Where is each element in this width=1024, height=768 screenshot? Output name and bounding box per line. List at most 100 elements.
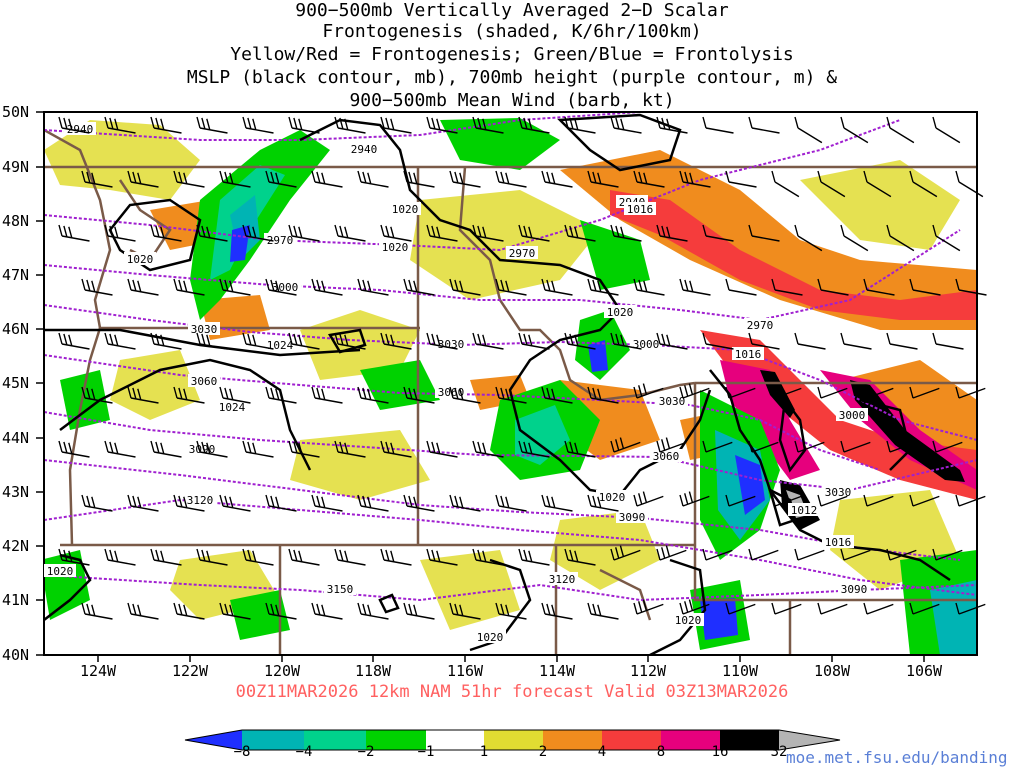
svg-text:1020: 1020 bbox=[47, 565, 74, 578]
lon-label-106w: 106W bbox=[905, 662, 943, 680]
wind-barb bbox=[840, 224, 869, 252]
svg-text:3090: 3090 bbox=[619, 511, 646, 524]
wind-barb bbox=[587, 602, 619, 620]
lon-label-110w: 110W bbox=[721, 662, 759, 680]
mslp-contour-label: 1020 bbox=[596, 490, 628, 504]
colorbar-label-4: 1 bbox=[479, 744, 489, 760]
svg-text:3120: 3120 bbox=[187, 494, 214, 507]
wind-barb bbox=[633, 491, 664, 507]
wind-barb bbox=[196, 224, 228, 242]
wind-barb bbox=[403, 386, 435, 404]
title-line-5: 900−500mb Mean Wind (barb, kt) bbox=[349, 90, 675, 111]
wind-barb bbox=[817, 278, 849, 296]
wind-barb bbox=[886, 440, 917, 453]
title-line-3: Yellow/Red = Frontogenesis; Green/Blue =… bbox=[230, 44, 794, 65]
wind-barb bbox=[587, 386, 619, 404]
wind-barb bbox=[748, 116, 780, 134]
wind-barb bbox=[196, 332, 228, 350]
height-contour-label: 3060 bbox=[188, 374, 220, 388]
wind-barb bbox=[472, 116, 504, 134]
wind-barb bbox=[288, 440, 320, 458]
wind-barb bbox=[334, 116, 366, 134]
wind-barb bbox=[127, 602, 159, 620]
mslp-contour-label: 1020 bbox=[672, 613, 704, 627]
wind-barb bbox=[104, 440, 136, 458]
wind-barb bbox=[794, 116, 823, 144]
wind-barb bbox=[150, 224, 182, 242]
lat-label-41n: 41N bbox=[2, 591, 30, 609]
svg-text:3090: 3090 bbox=[189, 443, 216, 456]
wind-barb bbox=[702, 440, 733, 453]
wind-barb bbox=[58, 440, 90, 458]
wind-barb bbox=[288, 224, 320, 242]
wind-barb bbox=[150, 548, 182, 566]
wind-barb bbox=[886, 548, 917, 561]
lat-label-43n: 43N bbox=[2, 483, 30, 501]
forecast-valid-time: 00Z11MAR2026 12km NAM 51hr forecast Vali… bbox=[235, 682, 789, 702]
wind-barb bbox=[702, 224, 734, 242]
wind-barb bbox=[150, 116, 182, 134]
wind-barb bbox=[196, 548, 228, 566]
wind-barb bbox=[518, 548, 550, 566]
wind-barb bbox=[58, 224, 90, 242]
svg-text:1024: 1024 bbox=[219, 401, 246, 414]
mslp-contour-label: 1020 bbox=[379, 240, 411, 254]
lon-label-114w: 114W bbox=[538, 662, 576, 680]
wind-barb bbox=[840, 548, 871, 561]
wind-barb bbox=[771, 278, 803, 296]
title-line-2: Frontogenesis (shaded, K/6hr/100km) bbox=[322, 21, 702, 42]
wind-barb bbox=[587, 170, 619, 188]
credit-url[interactable]: moe.met.fsu.edu/banding bbox=[786, 748, 1008, 767]
wind-barb bbox=[863, 494, 894, 507]
wind-barb bbox=[242, 440, 274, 458]
wind-barb bbox=[219, 170, 251, 188]
wind-barb bbox=[748, 548, 779, 561]
wind-barb bbox=[150, 332, 182, 350]
wind-barbs bbox=[58, 116, 987, 620]
svg-text:1020: 1020 bbox=[477, 631, 504, 644]
svg-text:2940: 2940 bbox=[351, 143, 378, 156]
wind-barb bbox=[196, 116, 228, 134]
wind-barb bbox=[909, 170, 938, 198]
wind-barb bbox=[219, 494, 251, 512]
lat-label-46n: 46N bbox=[2, 320, 30, 338]
svg-text:1012: 1012 bbox=[791, 504, 818, 517]
height-contour-label: 3090 bbox=[616, 510, 648, 524]
wind-barb bbox=[656, 545, 687, 561]
colorbar-cell-5 bbox=[484, 730, 543, 750]
svg-text:1016: 1016 bbox=[627, 203, 654, 216]
lat-label-40n: 40N bbox=[2, 646, 30, 664]
wind-barb bbox=[380, 440, 412, 458]
height-contour-label: 3150 bbox=[324, 582, 356, 596]
lon-label-116w: 116W bbox=[446, 662, 484, 680]
svg-text:3000: 3000 bbox=[839, 409, 866, 422]
lat-label-49n: 49N bbox=[2, 158, 30, 176]
svg-text:3030: 3030 bbox=[659, 395, 686, 408]
wind-barb bbox=[656, 116, 688, 134]
wind-barb bbox=[541, 494, 573, 512]
lon-label-120w: 120W bbox=[263, 662, 301, 680]
wind-barb bbox=[610, 437, 641, 453]
wind-barb bbox=[955, 494, 986, 507]
wind-barb bbox=[242, 116, 274, 134]
colorbar-label-0: −8 bbox=[233, 744, 251, 760]
lon-label-124w: 124W bbox=[79, 662, 117, 680]
svg-text:1020: 1020 bbox=[599, 491, 626, 504]
wind-barb bbox=[564, 548, 596, 566]
wind-barb bbox=[81, 386, 113, 404]
wind-barb bbox=[771, 494, 802, 507]
title-line-4: MSLP (black contour, mb), 700mb height (… bbox=[186, 67, 838, 88]
colorbar-cell-0 bbox=[185, 730, 242, 750]
wind-barb bbox=[541, 170, 573, 188]
wind-barb bbox=[840, 440, 871, 453]
wind-barb bbox=[380, 332, 412, 350]
wind-barb bbox=[518, 116, 550, 134]
wind-barb bbox=[564, 440, 596, 458]
wind-barb bbox=[725, 170, 757, 188]
wind-barb bbox=[288, 332, 320, 350]
wind-barb bbox=[219, 602, 251, 620]
wind-barb bbox=[288, 548, 320, 566]
wind-barb bbox=[265, 386, 297, 404]
lon-label-122w: 122W bbox=[171, 662, 209, 680]
wind-barb bbox=[610, 224, 642, 242]
